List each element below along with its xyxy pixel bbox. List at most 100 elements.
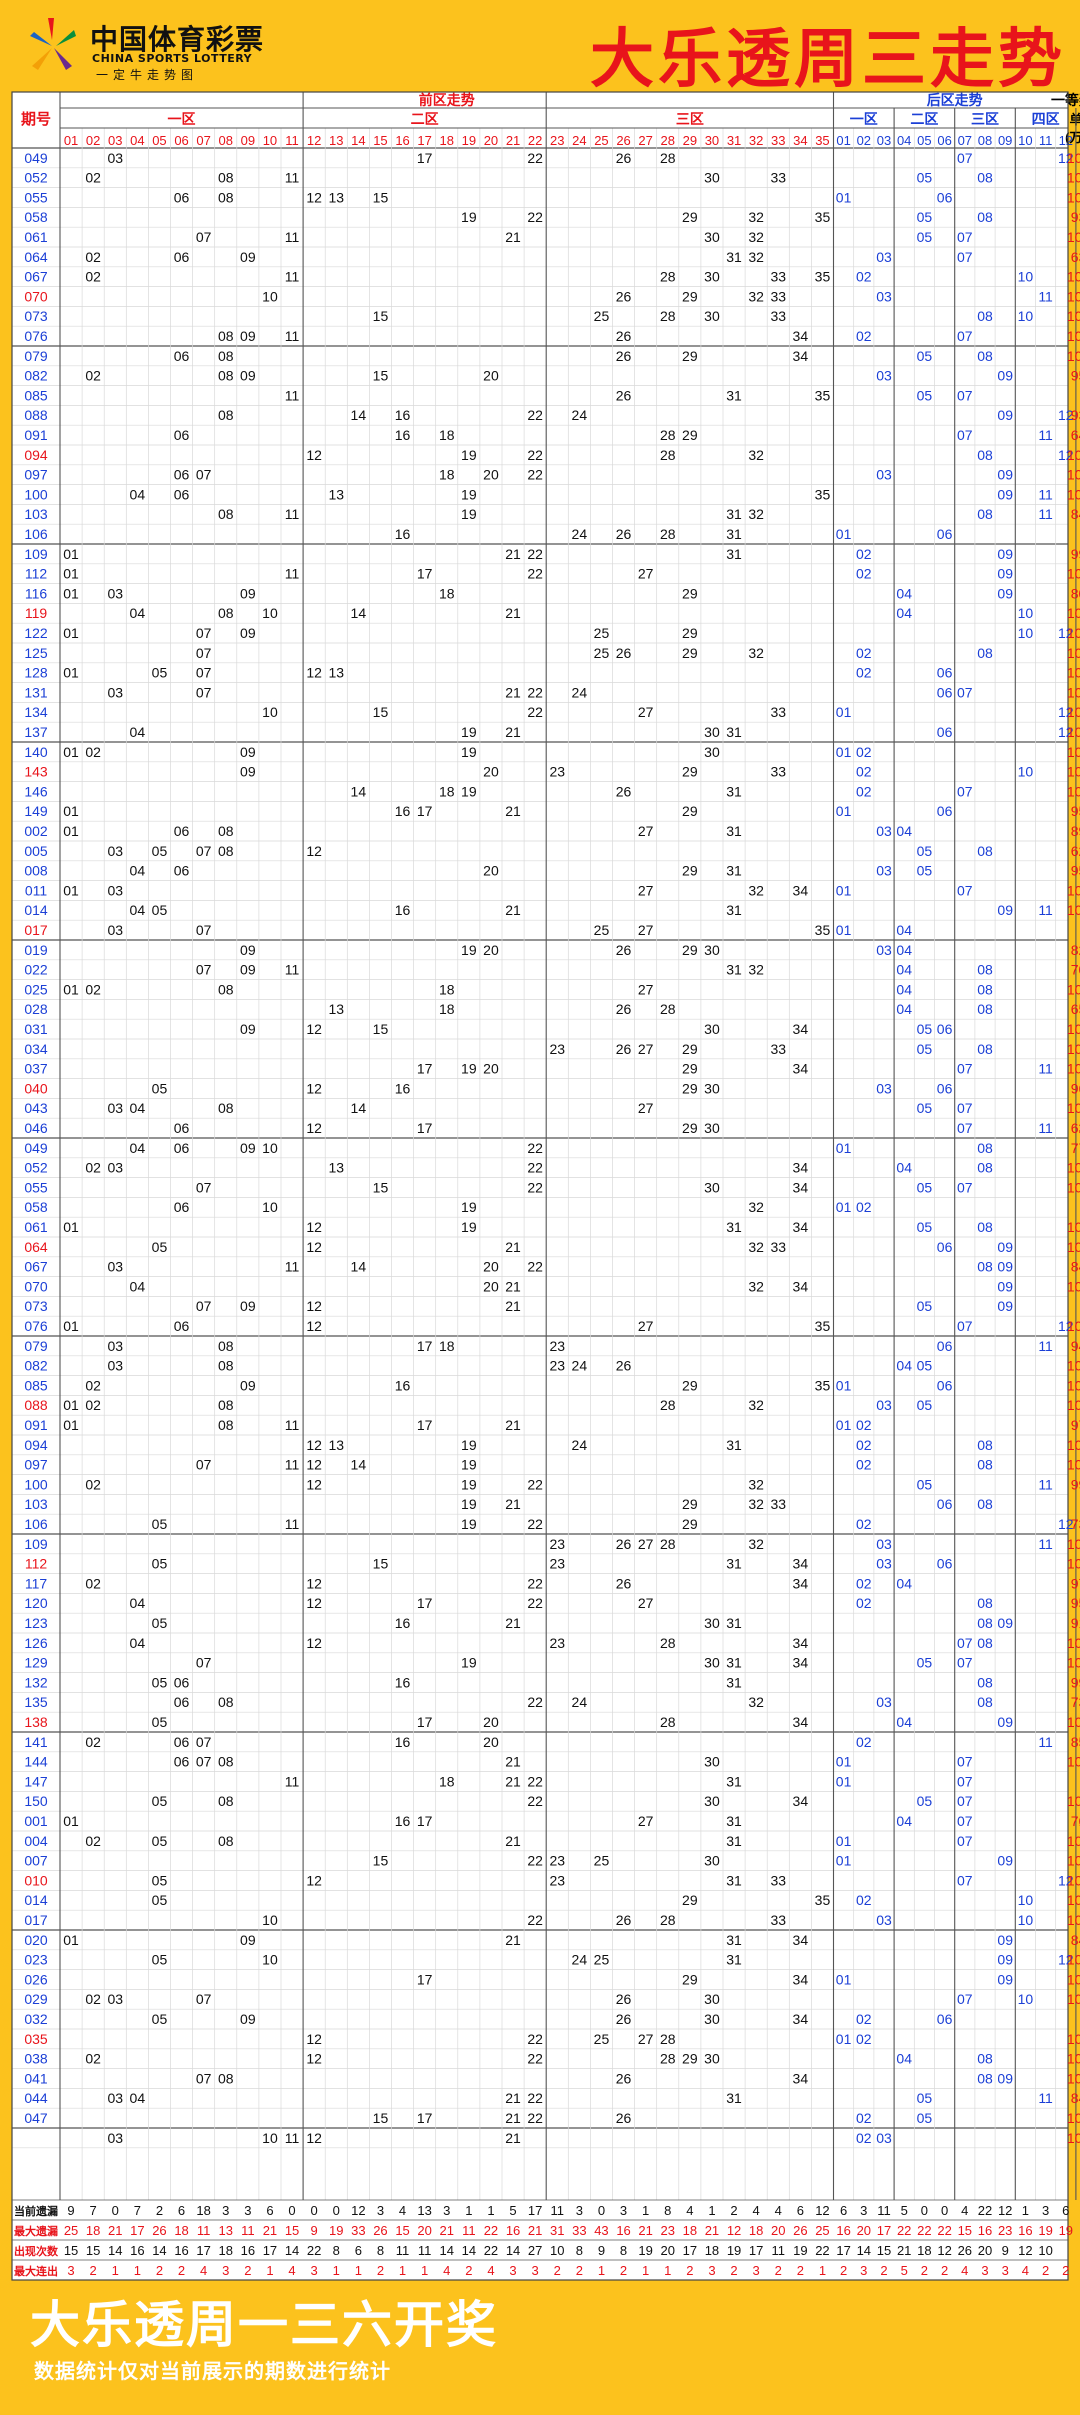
back-ball: 02 xyxy=(856,645,872,661)
back-ball: 11 xyxy=(1038,902,1053,918)
front-ball: 07 xyxy=(196,962,212,978)
front-ball: 31 xyxy=(726,863,742,879)
front-ball: 05 xyxy=(152,2011,168,2027)
stats-value: 17 xyxy=(683,2243,697,2258)
back-ball: 08 xyxy=(977,1595,993,1611)
back-ball: 05 xyxy=(917,1358,933,1374)
front-ball: 15 xyxy=(373,1853,389,1869)
front-ball: 34 xyxy=(793,1179,809,1195)
back-ball: 01 xyxy=(836,1833,852,1849)
front-ball: 12 xyxy=(306,1219,322,1235)
back-ball: 08 xyxy=(977,1001,993,1017)
back-ball: 10 xyxy=(1018,1912,1034,1928)
back-ball: 08 xyxy=(977,2051,993,2067)
stats-value: 14 xyxy=(506,2243,520,2258)
front-ball: 30 xyxy=(704,1021,720,1037)
front-ball: 30 xyxy=(704,170,720,186)
front-ball: 28 xyxy=(660,447,676,463)
front-ball: 24 xyxy=(572,526,588,542)
front-ball: 19 xyxy=(461,942,477,958)
front-ball: 01 xyxy=(63,625,79,641)
back-ball: 09 xyxy=(997,1239,1013,1255)
stats-value: 3 xyxy=(620,2203,627,2218)
back-ball: 06 xyxy=(937,665,953,681)
front-ball: 32 xyxy=(748,229,764,245)
front-ball: 16 xyxy=(395,407,411,423)
front-ball: 15 xyxy=(373,704,389,720)
period-cell: 070 xyxy=(24,288,48,304)
front-ball: 29 xyxy=(682,942,698,958)
back-ball: 07 xyxy=(957,1833,973,1849)
front-ball: 20 xyxy=(483,1061,499,1077)
front-ball: 26 xyxy=(616,645,632,661)
front-ball: 07 xyxy=(196,1734,212,1750)
front-ball: 01 xyxy=(63,1932,79,1948)
stats-value: 19 xyxy=(793,2243,807,2258)
front-ball: 06 xyxy=(174,1318,190,1334)
front-ball: 29 xyxy=(682,348,698,364)
amount-cell: 954 xyxy=(1071,863,1080,879)
front-ball: 33 xyxy=(770,288,786,304)
stats-value: 4 xyxy=(399,2203,406,2218)
back-ball: 07 xyxy=(957,1061,973,1077)
front-ball: 21 xyxy=(505,724,521,740)
front-ball: 16 xyxy=(395,1734,411,1750)
stats-value: 33 xyxy=(572,2223,586,2238)
front-zone-header: 三区 xyxy=(676,111,704,127)
front-ball: 07 xyxy=(196,645,212,661)
front-ball: 16 xyxy=(395,1813,411,1829)
front-ball: 23 xyxy=(549,1635,565,1651)
stats-value: 27 xyxy=(528,2243,542,2258)
front-ball: 03 xyxy=(107,882,123,898)
back-ball: 12 xyxy=(1058,1318,1074,1334)
stats-value: 18 xyxy=(917,2243,931,2258)
back-ball: 05 xyxy=(917,1298,933,1314)
front-ball: 23 xyxy=(549,764,565,780)
stats-value: 4 xyxy=(1022,2263,1029,2278)
stats-value: 1 xyxy=(642,2203,649,2218)
period-cell: 044 xyxy=(24,2090,48,2106)
back-ball: 08 xyxy=(977,1140,993,1156)
front-ball: 23 xyxy=(549,1358,565,1374)
front-ball: 19 xyxy=(461,1496,477,1512)
period-cell: 100 xyxy=(24,1476,48,1492)
front-ball: 32 xyxy=(748,962,764,978)
stats-value: 8 xyxy=(333,2243,340,2258)
front-number-header: 22 xyxy=(528,133,542,148)
back-ball: 05 xyxy=(917,1100,933,1116)
back-ball: 01 xyxy=(836,1971,852,1987)
back-ball: 12 xyxy=(1058,1952,1074,1968)
stats-value: 19 xyxy=(329,2223,343,2238)
period-cell: 017 xyxy=(24,922,48,938)
back-ball: 02 xyxy=(856,269,872,285)
front-ball: 27 xyxy=(638,2031,654,2047)
front-ball: 11 xyxy=(285,269,300,285)
front-ball: 23 xyxy=(549,1853,565,1869)
front-ball: 28 xyxy=(660,1536,676,1552)
front-ball: 09 xyxy=(240,368,256,384)
back-ball: 09 xyxy=(997,467,1013,483)
front-ball: 15 xyxy=(373,308,389,324)
period-cell: 119 xyxy=(25,605,48,621)
back-ball: 08 xyxy=(977,1615,993,1631)
back-ball: 04 xyxy=(896,605,912,621)
front-ball: 06 xyxy=(174,189,190,205)
front-ball: 08 xyxy=(218,170,234,186)
back-ball: 09 xyxy=(997,1971,1013,1987)
front-ball: 05 xyxy=(152,665,168,681)
front-ball: 10 xyxy=(262,1199,278,1215)
front-ball: 23 xyxy=(549,1536,565,1552)
front-ball: 22 xyxy=(527,1595,543,1611)
back-ball: 04 xyxy=(896,1160,912,1176)
period-cell: 103 xyxy=(24,1496,48,1512)
back-ball: 08 xyxy=(977,170,993,186)
front-ball: 12 xyxy=(306,189,322,205)
front-ball: 08 xyxy=(218,1694,234,1710)
front-ball: 11 xyxy=(285,170,300,186)
back-ball: 09 xyxy=(997,1615,1013,1631)
stats-value: 10 xyxy=(1038,2243,1052,2258)
